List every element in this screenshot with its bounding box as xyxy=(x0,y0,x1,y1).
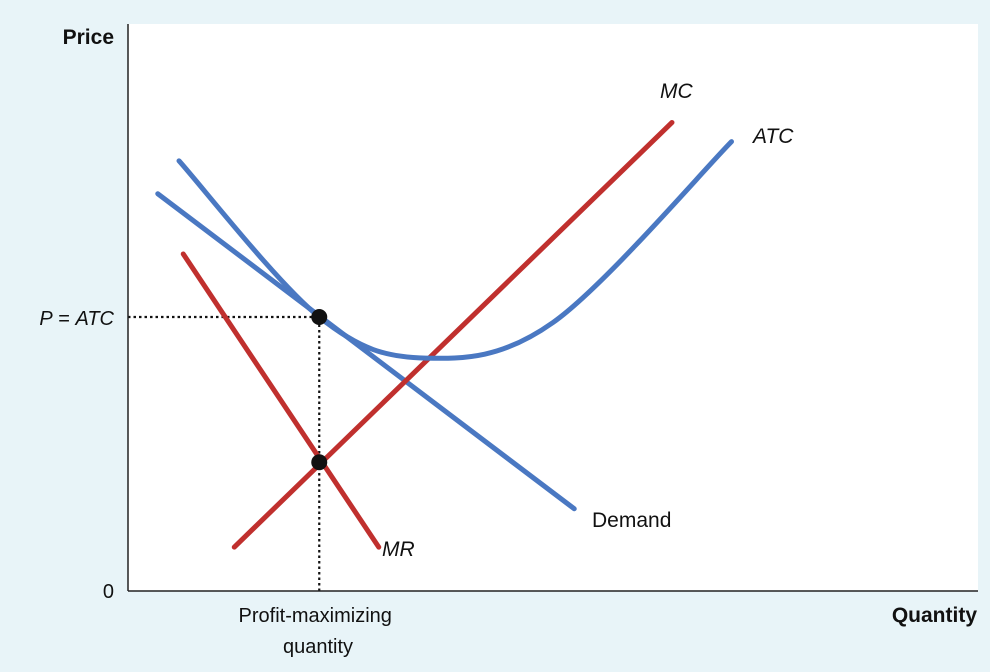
y-tick-eq: = xyxy=(53,308,76,330)
equilibrium-markers xyxy=(311,309,328,471)
x-tick-label-profit-max-quantity: Profit-maximizing quantity xyxy=(239,605,398,658)
mc-curve xyxy=(231,119,675,550)
x-axis-title: Quantity xyxy=(892,604,977,627)
demand-curve xyxy=(155,191,577,512)
origin-label: 0 xyxy=(103,581,114,603)
x-tick-line-1: Profit-maximizing xyxy=(239,605,392,627)
label-mr: MR xyxy=(382,538,415,561)
y-tick-label-p-atc: P = ATC xyxy=(39,308,114,330)
label-mc: MC xyxy=(660,80,693,103)
label-demand: Demand xyxy=(592,509,671,532)
mr-curve xyxy=(180,251,382,550)
x-tick-line-2: quantity xyxy=(283,636,353,658)
y-axis-title: Price xyxy=(63,26,114,49)
y-tick-p: P xyxy=(39,308,53,330)
y-tick-atc: ATC xyxy=(74,308,114,330)
atc-curve xyxy=(176,139,734,361)
plot-area xyxy=(128,24,978,591)
label-atc: ATC xyxy=(751,125,794,148)
mr-mc-intersection-point xyxy=(311,454,328,471)
curves xyxy=(155,119,734,550)
demand-atc-tangency-point xyxy=(311,309,328,325)
